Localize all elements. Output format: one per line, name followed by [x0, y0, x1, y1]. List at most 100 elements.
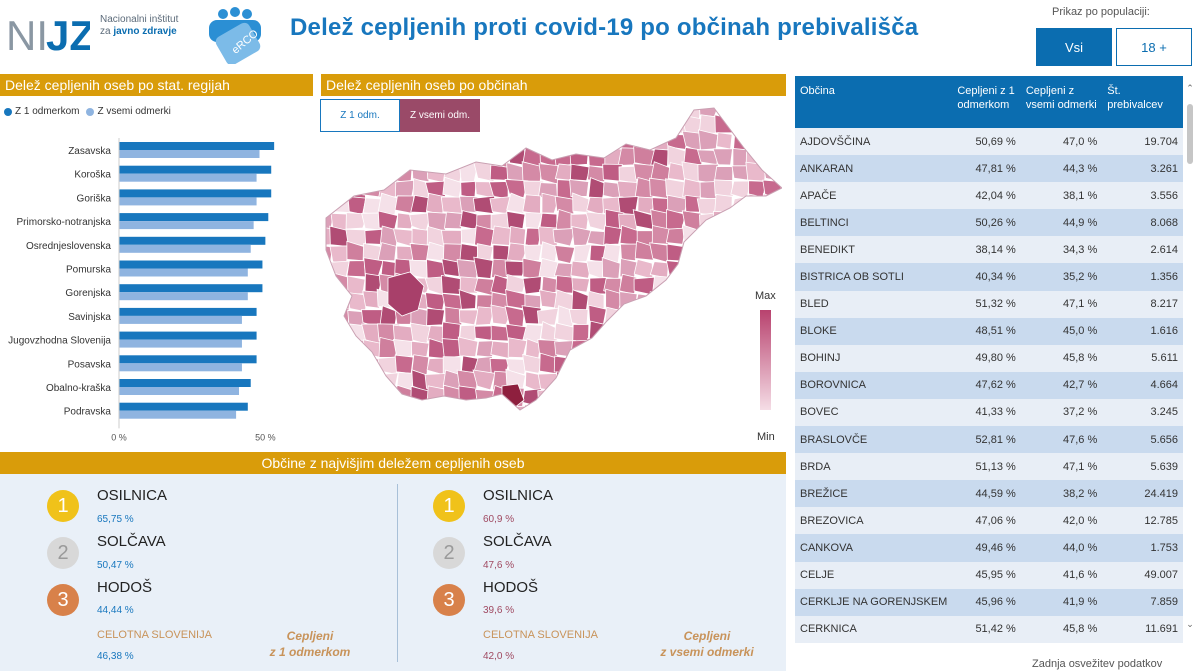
table-row[interactable]: CANKOVA 49,46 % 44,0 % 1.753	[795, 534, 1183, 562]
table-row[interactable]: BRDA 51,13 % 47,1 % 5.639	[795, 453, 1183, 481]
municipality-shape[interactable]	[649, 321, 672, 343]
municipality-shape[interactable]	[458, 309, 479, 326]
municipality-shape[interactable]	[619, 291, 638, 311]
bar-first-dose[interactable]	[119, 213, 269, 222]
municipality-shape[interactable]	[713, 259, 734, 280]
municipality-shape[interactable]	[602, 324, 622, 343]
bar-first-dose[interactable]	[119, 379, 251, 387]
municipality-shape[interactable]	[700, 289, 721, 312]
municipality-shape[interactable]	[620, 243, 640, 262]
municipality-shape[interactable]	[683, 323, 703, 344]
municipality-shape[interactable]	[701, 403, 720, 420]
bar-all-doses[interactable]	[119, 268, 248, 277]
municipality-shape[interactable]	[777, 352, 782, 374]
municipality-shape[interactable]	[698, 226, 720, 247]
municipality-shape[interactable]	[346, 161, 365, 182]
table-scrollbar[interactable]: ⌃ ⌄	[1184, 76, 1196, 648]
bar-first-dose[interactable]	[119, 260, 263, 269]
municipality-shape[interactable]	[441, 133, 462, 153]
municipality-shape[interactable]	[683, 290, 703, 312]
municipality-shape[interactable]	[668, 100, 686, 117]
municipality-shape[interactable]	[377, 144, 398, 168]
municipality-shape[interactable]	[652, 308, 671, 327]
municipality-shape[interactable]	[314, 129, 337, 151]
municipality-shape[interactable]	[523, 244, 543, 261]
municipality-shape[interactable]	[730, 195, 750, 217]
municipality-shape[interactable]	[731, 114, 752, 136]
municipality-shape[interactable]	[491, 225, 512, 246]
bar-first-dose[interactable]	[119, 236, 266, 245]
municipality-shape[interactable]	[712, 148, 733, 166]
municipality-shape[interactable]	[387, 271, 425, 317]
municipality-shape[interactable]	[440, 274, 462, 295]
municipality-shape[interactable]	[697, 277, 718, 294]
municipality-shape[interactable]	[760, 149, 782, 165]
municipality-shape[interactable]	[377, 129, 400, 152]
municipality-shape[interactable]	[777, 291, 782, 310]
toggle-all-doses[interactable]: Z vsemi odm.	[400, 99, 480, 132]
municipality-shape[interactable]	[392, 338, 415, 359]
municipality-shape[interactable]	[346, 146, 368, 168]
table-row[interactable]: CERKNICA 51,42 % 45,8 % 11.691	[795, 615, 1183, 643]
municipality-shape[interactable]	[777, 276, 782, 297]
municipality-shape[interactable]	[524, 404, 544, 420]
municipality-shape[interactable]	[570, 387, 591, 407]
municipality-shape[interactable]	[777, 131, 782, 153]
municipality-shape[interactable]	[504, 130, 527, 151]
bar-first-dose[interactable]	[119, 189, 272, 198]
municipality-shape[interactable]	[667, 306, 688, 328]
municipality-shape[interactable]	[731, 213, 751, 230]
bar-all-doses[interactable]	[119, 244, 251, 253]
municipality-shape[interactable]	[474, 306, 495, 326]
municipality-shape[interactable]	[347, 178, 367, 200]
municipality-shape[interactable]	[460, 180, 477, 199]
municipality-shape[interactable]	[760, 243, 782, 263]
table-row[interactable]: BRASLOVČE 52,81 % 47,6 % 5.656	[795, 426, 1183, 454]
municipality-shape[interactable]	[761, 113, 782, 133]
bar-first-dose[interactable]	[119, 307, 257, 316]
municipality-shape[interactable]	[538, 402, 561, 420]
bar-first-dose[interactable]	[119, 165, 272, 174]
municipality-shape[interactable]	[492, 130, 513, 152]
municipality-shape[interactable]	[730, 260, 751, 279]
municipality-shape[interactable]	[601, 102, 624, 120]
municipality-shape[interactable]	[505, 274, 527, 293]
municipality-shape[interactable]	[731, 276, 752, 296]
municipality-shape[interactable]	[329, 144, 350, 169]
municipality-shape[interactable]	[761, 261, 782, 278]
municipality-shape[interactable]	[746, 210, 768, 231]
table-row[interactable]: BREZOVICA 47,06 % 42,0 % 12.785	[795, 507, 1183, 535]
municipality-shape[interactable]	[746, 129, 766, 151]
municipality-shape[interactable]	[553, 100, 575, 119]
municipality-shape[interactable]	[426, 357, 445, 376]
municipality-shape[interactable]	[715, 289, 736, 310]
municipality-shape[interactable]	[681, 306, 703, 325]
municipality-shape[interactable]	[376, 372, 399, 391]
municipality-shape[interactable]	[457, 336, 479, 358]
municipality-shape[interactable]	[554, 245, 576, 264]
table-row[interactable]: BOROVNICA 47,62 % 42,7 % 4.664	[795, 371, 1183, 399]
municipality-shape[interactable]	[651, 100, 672, 119]
municipality-shape[interactable]	[362, 132, 385, 152]
municipality-shape[interactable]	[492, 244, 510, 262]
municipality-shape[interactable]	[346, 275, 366, 295]
municipality-shape[interactable]	[717, 326, 733, 344]
municipality-shape[interactable]	[713, 243, 735, 263]
municipality-shape[interactable]	[698, 246, 719, 263]
municipality-shape[interactable]	[570, 260, 593, 279]
municipality-shape[interactable]	[537, 388, 558, 406]
table-row[interactable]: ANKARAN 47,81 % 44,3 % 3.261	[795, 155, 1183, 183]
municipality-shape[interactable]	[331, 388, 352, 408]
municipality-shape[interactable]	[553, 355, 575, 374]
municipality-shape[interactable]	[331, 178, 350, 200]
municipality-shape[interactable]	[396, 404, 414, 420]
toggle-first-dose[interactable]: Z 1 odm.	[320, 99, 400, 132]
municipality-shape[interactable]	[666, 323, 686, 342]
municipality-shape[interactable]	[778, 243, 782, 265]
municipality-shape[interactable]	[683, 357, 702, 375]
municipality-shape[interactable]	[331, 371, 349, 391]
municipality-shape[interactable]	[410, 194, 430, 214]
municipality-shape[interactable]	[620, 370, 638, 393]
municipality-shape[interactable]	[394, 149, 416, 166]
municipality-shape[interactable]	[716, 132, 733, 150]
